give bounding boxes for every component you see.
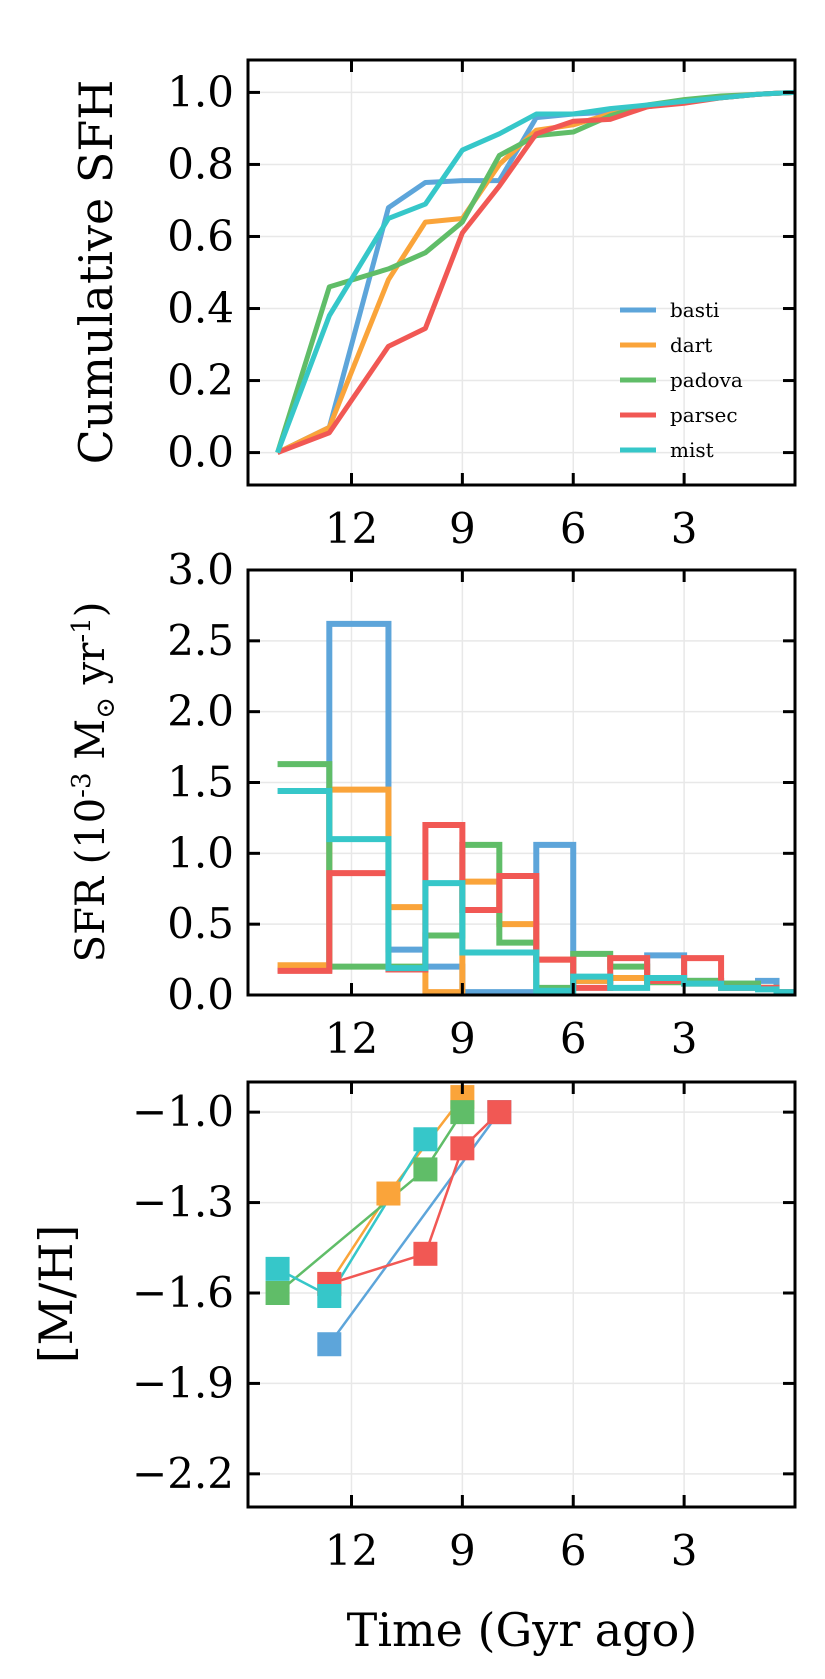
sun-symbol: ⊙ xyxy=(91,697,121,719)
marker-parsec xyxy=(450,1136,475,1161)
y-axis-title-cumulative: Cumulative SFH xyxy=(69,80,123,465)
sfr-label-part: yr xyxy=(68,642,114,697)
y-tick-label: 2.0 xyxy=(167,687,234,736)
sfr-label-part: SFR (10 xyxy=(68,798,114,963)
plot-area xyxy=(276,1096,501,1345)
sfr-step-mist xyxy=(277,788,795,995)
series-layer xyxy=(275,89,795,455)
legend-label-padova: padova xyxy=(670,368,743,392)
y-tick-label: 3.0 xyxy=(167,545,234,594)
y-tick-label: 0.6 xyxy=(167,211,234,260)
legend-label-mist: mist xyxy=(670,438,714,462)
marker-mist xyxy=(265,1256,290,1281)
x-tick-label: 12 xyxy=(325,1526,378,1575)
y-tick-label: 1.5 xyxy=(167,758,234,807)
sfr-label-exp: -3 xyxy=(67,773,97,798)
x-tick-label: 3 xyxy=(671,1526,698,1575)
plot-area xyxy=(277,620,795,995)
legend: basti dart padova parsec mist xyxy=(620,298,743,462)
ticks: 12 9 6 3 −1.0 −1.3 −1.6 −1.9 −2.2 xyxy=(132,1082,795,1575)
series-layer xyxy=(265,1085,512,1357)
x-tick-label: 12 xyxy=(325,504,378,553)
x-tick-label: 9 xyxy=(449,504,476,553)
line-mist xyxy=(275,89,795,454)
plot-area xyxy=(275,89,795,455)
sfr-label-part: M xyxy=(68,719,114,773)
y-axis-title-sfr: SFR (10-3 M⊙ yr-1) xyxy=(67,602,121,963)
grid xyxy=(248,1082,795,1507)
y-tick-label: −1.9 xyxy=(132,1358,234,1407)
sfr-label-part: ) xyxy=(68,602,114,618)
marker-dart xyxy=(376,1181,401,1206)
x-tick-label: 6 xyxy=(560,504,587,553)
y-tick-label: 0.8 xyxy=(167,139,234,188)
x-tick-label: 3 xyxy=(671,504,698,553)
metallicity-panel: 12 9 6 3 −1.0 −1.3 −1.6 −1.9 −2.2 [M/H] Time (Gy… xyxy=(29,1080,797,1657)
x-tick-label: 6 xyxy=(560,1014,587,1063)
y-axis-title-metallicity: [M/H] xyxy=(29,1225,83,1364)
marker-parsec xyxy=(487,1100,512,1125)
x-tick-label: 9 xyxy=(449,1014,476,1063)
line-parsec xyxy=(328,1111,501,1286)
y-tick-label: 1.0 xyxy=(167,67,234,116)
marker-padova xyxy=(413,1157,438,1182)
y-tick-label: 2.5 xyxy=(167,616,234,665)
y-tick-label: 0.4 xyxy=(167,284,234,333)
marker-basti xyxy=(317,1332,342,1357)
axes-frame xyxy=(246,1080,797,1509)
x-tick-label: 3 xyxy=(671,1014,698,1063)
y-tick-label: 0.5 xyxy=(167,899,234,948)
axes-frame xyxy=(246,58,797,487)
ticks: 12 9 6 3 0.0 0.5 1.0 1.5 2.0 2.5 3.0 xyxy=(167,545,795,1063)
y-tick-label: −2.2 xyxy=(132,1449,234,1498)
cumulative-sfh-panel: 12 9 6 3 0.0 0.2 0.4 0.6 0.8 1.0 Cumulative SFH b… xyxy=(69,58,797,553)
x-axis-title: Time (Gyr ago) xyxy=(347,1603,698,1657)
legend-label-dart: dart xyxy=(670,333,712,357)
legend-label-basti: basti xyxy=(670,298,719,322)
y-tick-label: 0.0 xyxy=(167,970,234,1019)
y-tick-label: −1.6 xyxy=(132,1268,234,1317)
y-tick-label: 0.0 xyxy=(167,428,234,477)
marker-mist xyxy=(317,1284,342,1309)
y-tick-label: −1.0 xyxy=(132,1087,234,1136)
marker-padova xyxy=(265,1280,290,1305)
x-tick-label: 12 xyxy=(325,1014,378,1063)
y-tick-label: 0.2 xyxy=(167,356,234,405)
sfr-panel: 12 9 6 3 0.0 0.5 1.0 1.5 2.0 2.5 3.0 SFR (10-3 M⊙ … xyxy=(67,545,797,1063)
y-tick-label: −1.3 xyxy=(132,1178,234,1227)
marker-mist xyxy=(413,1127,438,1152)
x-tick-label: 6 xyxy=(560,1526,587,1575)
x-tick-label: 9 xyxy=(449,1526,476,1575)
y-tick-label: 1.0 xyxy=(167,828,234,877)
legend-label-parsec: parsec xyxy=(670,403,738,427)
marker-padova xyxy=(450,1100,475,1125)
ticks: 12 9 6 3 0.0 0.2 0.4 0.6 0.8 1.0 xyxy=(167,60,795,553)
marker-parsec xyxy=(413,1241,438,1266)
sfr-label-exp: -1 xyxy=(67,617,97,642)
series-layer xyxy=(277,620,795,995)
